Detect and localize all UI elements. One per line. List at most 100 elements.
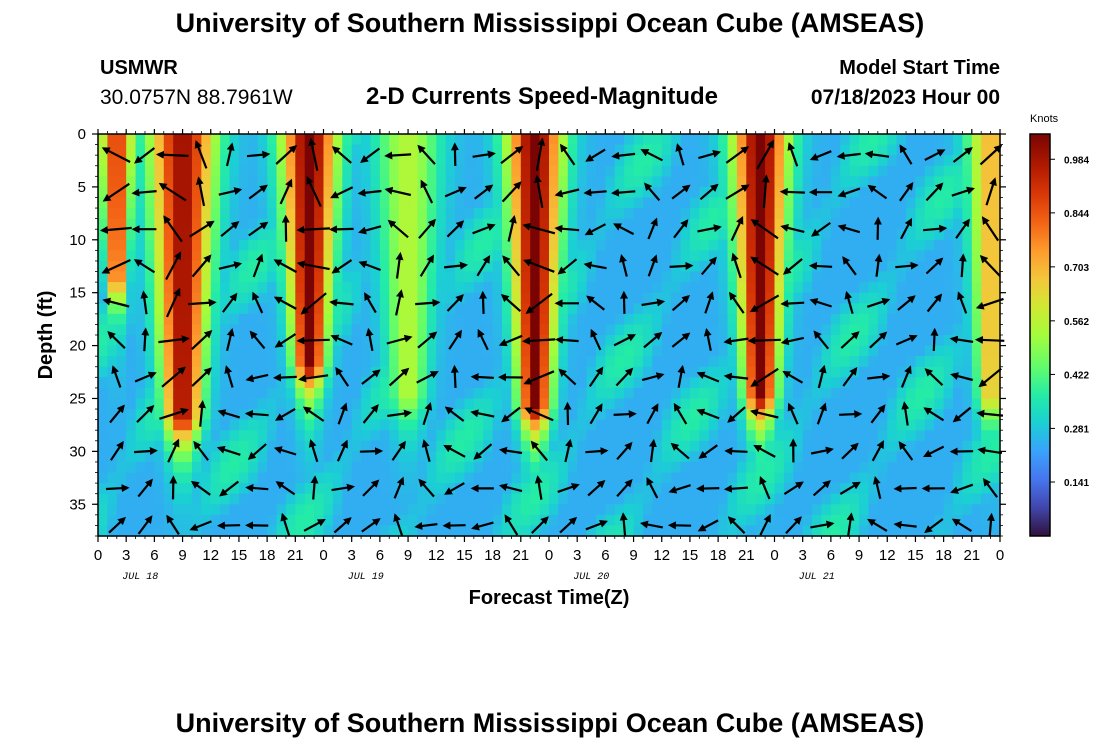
heat-cell xyxy=(549,483,559,495)
heat-cell xyxy=(379,218,390,230)
heat-cell xyxy=(736,461,747,474)
heat-cell xyxy=(314,345,325,357)
heat-cell xyxy=(661,398,672,410)
heat-cell xyxy=(642,292,653,304)
heat-cell xyxy=(708,335,719,347)
current-arrow xyxy=(448,329,462,350)
heat-cell xyxy=(577,155,588,167)
heat-cell xyxy=(530,134,541,146)
current-arrow xyxy=(611,188,636,197)
heat-cell xyxy=(182,313,193,326)
heat-cell xyxy=(464,260,475,273)
heat-cell xyxy=(445,461,456,474)
x-tick-label: 3 xyxy=(573,547,581,564)
current-arrow xyxy=(337,402,348,425)
heat-cell xyxy=(426,387,437,400)
heat-cell xyxy=(586,409,597,421)
heat-cell xyxy=(154,303,165,315)
heat-cell xyxy=(314,155,325,167)
heat-cell xyxy=(802,260,813,273)
heat-cell xyxy=(595,218,606,230)
heat-cell xyxy=(539,271,550,283)
heat-cell xyxy=(595,461,606,474)
heat-cell xyxy=(605,165,616,177)
heat-cell xyxy=(191,250,202,262)
current-arrow xyxy=(730,215,744,242)
heat-cell xyxy=(238,197,249,209)
heat-cell xyxy=(774,451,785,463)
heat-cell xyxy=(783,514,794,527)
heat-cell xyxy=(943,239,954,251)
heat-cell xyxy=(220,335,231,347)
current-arrow xyxy=(981,216,1000,242)
heat-cell xyxy=(295,313,306,326)
heat-cell xyxy=(614,345,625,357)
heat-cell xyxy=(135,165,146,177)
heat-cell xyxy=(191,525,202,537)
heat-cell xyxy=(408,260,419,273)
heat-cell xyxy=(191,356,202,368)
heat-cell xyxy=(727,186,738,199)
heat-cell xyxy=(144,313,155,326)
heat-cell xyxy=(229,250,240,262)
current-arrow xyxy=(523,370,555,385)
heat-cell xyxy=(774,430,785,442)
heat-cell xyxy=(896,176,907,188)
heat-cell xyxy=(971,493,982,505)
heat-cell xyxy=(708,134,719,146)
heat-cell xyxy=(868,387,879,400)
heat-cell xyxy=(539,282,550,294)
heat-cell xyxy=(144,250,155,262)
heat-cell xyxy=(924,504,935,516)
heat-cell xyxy=(502,303,513,315)
heat-cell xyxy=(793,303,804,315)
current-arrow xyxy=(470,373,494,382)
heat-cell xyxy=(661,208,672,220)
heat-cell xyxy=(689,493,700,505)
heat-cell xyxy=(144,483,155,495)
heat-cell xyxy=(483,313,494,326)
heat-cell xyxy=(154,229,165,241)
heat-cell xyxy=(953,303,964,315)
heat-cell xyxy=(285,218,296,230)
heat-cell xyxy=(633,271,644,283)
heat-cell xyxy=(953,451,964,463)
heat-cell xyxy=(990,514,1001,527)
heat-cell xyxy=(943,282,954,294)
heat-cell xyxy=(943,493,954,505)
heat-cell xyxy=(539,419,550,431)
current-arrow xyxy=(163,215,183,243)
heat-cell xyxy=(502,472,513,484)
heat-cell xyxy=(229,356,240,368)
heat-cell xyxy=(464,514,475,527)
heat-cell xyxy=(98,356,108,368)
heat-cell xyxy=(520,134,531,146)
heat-cell xyxy=(98,134,108,146)
heat-cell xyxy=(595,335,606,347)
heat-cell xyxy=(812,271,823,283)
heat-cell xyxy=(182,430,193,442)
heat-cell xyxy=(868,451,879,463)
heat-cell xyxy=(464,461,475,474)
heat-cell xyxy=(126,186,137,199)
heat-cell xyxy=(849,472,860,484)
heat-cell xyxy=(840,239,851,251)
heat-cell xyxy=(238,186,249,199)
heat-cell xyxy=(455,377,466,389)
heat-cell xyxy=(163,134,174,146)
heat-cell xyxy=(144,472,155,484)
heat-cell xyxy=(191,303,202,315)
heat-cell xyxy=(342,165,353,177)
heat-cell xyxy=(483,292,494,304)
heat-cell xyxy=(267,504,278,516)
heat-cell xyxy=(210,409,221,421)
heat-cell xyxy=(257,366,268,378)
heat-cell xyxy=(915,335,926,347)
heat-cell xyxy=(971,377,982,389)
heat-cell xyxy=(840,165,851,177)
heat-cell xyxy=(821,440,832,452)
heat-cell xyxy=(708,271,719,283)
heat-cell xyxy=(549,525,559,537)
current-arrow xyxy=(699,183,719,201)
heat-cell xyxy=(765,430,776,442)
